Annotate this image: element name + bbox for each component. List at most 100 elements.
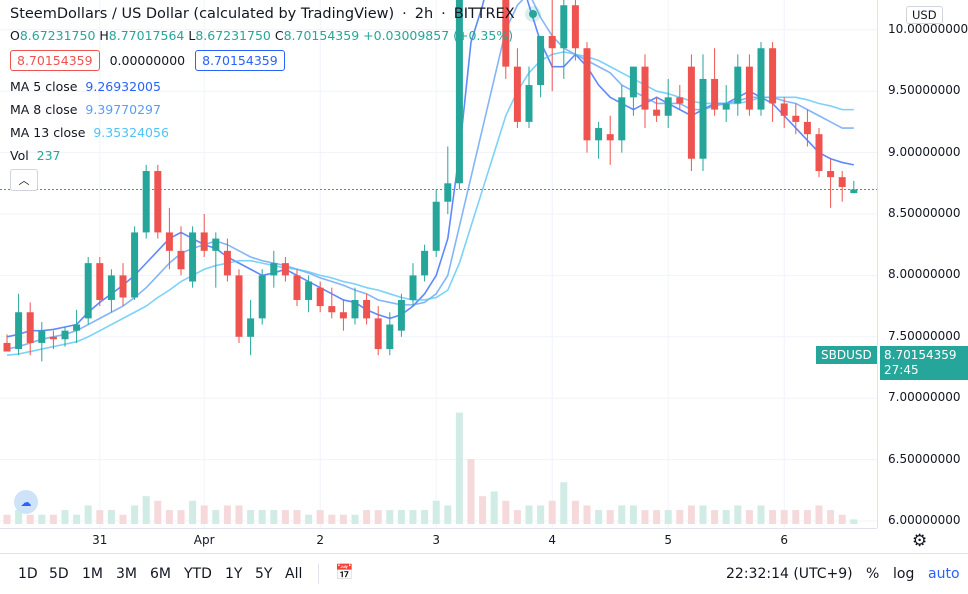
candle-body <box>165 232 173 251</box>
volume-bar <box>467 459 475 524</box>
candle-body <box>235 275 243 337</box>
interval-label[interactable]: 2h <box>414 6 434 22</box>
candle-body <box>38 330 46 343</box>
volume-bar <box>270 510 278 524</box>
y-tick-label: 6.00000000 <box>888 513 961 527</box>
range-button-1y[interactable]: 1Y <box>225 566 243 582</box>
bar-countdown: 27:45 <box>884 363 919 377</box>
time-axis[interactable]: 31 Apr 2 3 4 5 6 <box>0 528 877 553</box>
volume-bar <box>409 510 417 524</box>
x-tick-label: 4 <box>548 533 557 547</box>
volume-bar <box>455 412 463 524</box>
price-axis[interactable]: USD 14.0000000013.5000000013.0000000012.… <box>877 0 968 528</box>
candle-body <box>513 66 521 122</box>
y-tick-label: 9.50000000 <box>888 83 961 98</box>
candle-body <box>757 48 765 110</box>
range-button-1m[interactable]: 1M <box>82 566 103 582</box>
toolbar-divider <box>318 564 319 584</box>
candle-body <box>49 336 57 340</box>
indicator-ma5[interactable]: MA 5 close 9.26932005 <box>10 79 161 94</box>
volume-bar <box>815 505 823 524</box>
candle-body <box>525 85 533 122</box>
candle-body <box>293 275 301 300</box>
collapse-legend-button[interactable]: ︿ <box>10 169 38 191</box>
range-button-all[interactable]: All <box>285 566 303 582</box>
range-button-1d[interactable]: 1D <box>18 566 38 582</box>
volume-bar <box>618 505 626 524</box>
calendar-icon[interactable]: 📅 <box>335 563 354 581</box>
volume-bar <box>316 510 324 524</box>
candle-body <box>560 5 568 49</box>
gear-icon[interactable]: ⚙ <box>912 531 928 551</box>
chevron-up-icon: ︿ <box>18 174 30 187</box>
volume-bar <box>444 505 452 524</box>
volume-bar <box>571 500 579 524</box>
candle-body <box>676 97 684 104</box>
candle-body <box>444 183 452 202</box>
volume-bar <box>107 510 115 524</box>
range-button-3m[interactable]: 3M <box>116 566 137 582</box>
indicator-ma8[interactable]: MA 8 close 9.39770297 <box>10 102 161 117</box>
candle-body <box>618 97 626 141</box>
candle-body <box>769 48 777 104</box>
candle-body <box>119 275 127 298</box>
x-tick-label: 31 <box>92 533 108 547</box>
volume-bar <box>212 510 220 524</box>
range-button-5y[interactable]: 5Y <box>255 566 273 582</box>
candles <box>3 0 858 362</box>
candle-body <box>305 281 313 300</box>
volume-bar <box>3 514 11 524</box>
indicator-volume[interactable]: Vol 237 <box>10 148 61 163</box>
symbol-title[interactable]: SteemDollars / US Dollar (calculated by … <box>10 6 395 22</box>
volume-bar <box>850 519 858 524</box>
tradingview-cloud-icon[interactable]: ☁ <box>14 490 38 514</box>
volume-bar <box>96 510 104 524</box>
volume-bar <box>15 510 23 524</box>
volume-bar <box>525 505 533 524</box>
candle-body <box>583 48 591 141</box>
candle-body <box>455 0 463 184</box>
indicator-ma13[interactable]: MA 13 close 9.35324056 <box>10 125 169 140</box>
change-value: +0.03009857 (+0.35%) <box>363 28 514 43</box>
symbol-price-tag: SBDUSD <box>816 346 877 364</box>
candle-body <box>281 263 289 276</box>
candle-body <box>548 35 556 49</box>
volume-bar <box>397 510 405 524</box>
auto-toggle[interactable]: auto <box>928 566 960 582</box>
buy-price-box[interactable]: 8.70154359 <box>195 50 285 71</box>
volume-bar <box>61 510 69 524</box>
candle-body <box>780 103 788 116</box>
candle-body <box>154 171 162 233</box>
close-value: 8.70154359 <box>283 28 360 43</box>
candle-body <box>421 250 429 276</box>
candle-body <box>131 232 139 298</box>
y-tick-label: 7.00000000 <box>888 390 961 405</box>
clock-time[interactable]: 22:32:14 (UTC+9) <box>726 566 853 582</box>
bottom-toolbar: 1D 5D 1M 3M 6M YTD 1Y 5Y All 📅 22:32:14 (UTC+9) … <box>0 553 968 594</box>
volume-bar <box>827 510 835 524</box>
candle-body <box>397 299 405 331</box>
volume-bar <box>339 514 347 524</box>
range-button-5d[interactable]: 5D <box>49 566 69 582</box>
candle-body <box>351 299 359 319</box>
volume-bar <box>664 510 672 524</box>
currency-button[interactable]: USD <box>906 6 943 24</box>
volume-bar <box>803 510 811 524</box>
candle-body <box>328 306 336 313</box>
candle-body <box>363 299 371 319</box>
chart-pane[interactable]: SteemDollars / US Dollar (calculated by … <box>0 0 877 528</box>
volume-bar <box>421 510 429 524</box>
candlestick-chart[interactable] <box>0 0 877 528</box>
y-tick-label: 6.50000000 <box>888 451 961 466</box>
volume-bar <box>281 510 289 524</box>
x-tick-label: Apr <box>193 533 215 547</box>
range-button-ytd[interactable]: YTD <box>184 566 212 582</box>
percent-toggle[interactable]: % <box>866 566 880 582</box>
volume-bar <box>502 500 510 524</box>
sell-price-box[interactable]: 8.70154359 <box>10 50 100 71</box>
candle-body <box>699 78 707 159</box>
log-toggle[interactable]: log <box>893 566 915 582</box>
candle-body <box>258 275 266 319</box>
range-button-6m[interactable]: 6M <box>150 566 171 582</box>
candle-body <box>200 232 208 251</box>
